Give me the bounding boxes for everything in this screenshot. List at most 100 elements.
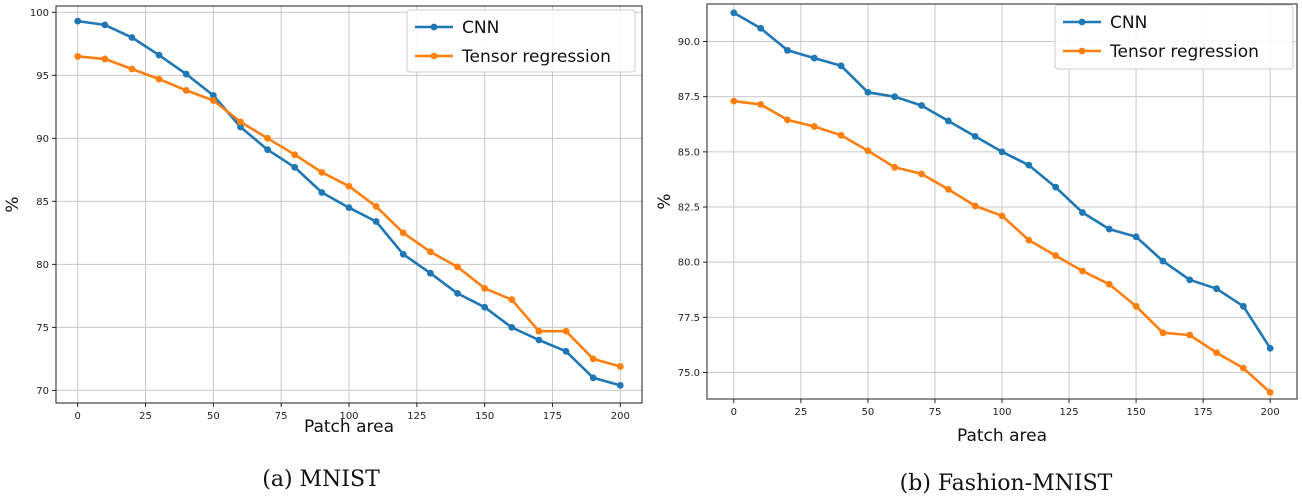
data-point: [264, 146, 272, 154]
data-point: [837, 62, 845, 70]
data-point: [864, 88, 872, 96]
data-point: [891, 163, 899, 171]
data-point: [918, 170, 925, 178]
data-point: [757, 24, 765, 32]
data-point: [918, 102, 925, 109]
data-point: [998, 212, 1006, 220]
data-point: [426, 269, 434, 277]
data-point: [481, 284, 489, 292]
data-point: [784, 46, 791, 54]
data-point: [616, 363, 624, 370]
y-tick-label: 85.0: [678, 147, 700, 158]
data-point: [345, 182, 353, 190]
y-tick-label: 77.5: [678, 313, 700, 324]
data-point: [345, 204, 353, 212]
data-point: [318, 168, 326, 176]
data-point: [101, 21, 109, 29]
x-tick-label: 0: [731, 407, 737, 418]
data-point: [562, 347, 570, 355]
legend-swatch-marker: [1078, 47, 1086, 55]
data-point: [810, 123, 818, 130]
data-point: [372, 218, 380, 225]
x-tick-label: 150: [475, 411, 494, 422]
x-tick-label: 75: [275, 411, 288, 422]
legend-swatch-marker: [430, 52, 438, 60]
y-tick-label: 75.0: [678, 368, 700, 379]
data-point: [1105, 280, 1113, 288]
data-point: [237, 123, 244, 131]
data-point: [1025, 236, 1033, 244]
legend-box: [406, 9, 636, 73]
x-axis-label: Patch area: [957, 426, 1047, 446]
data-point: [1186, 276, 1194, 284]
x-tick-label: 50: [862, 407, 875, 418]
x-tick-label: 75: [929, 407, 942, 418]
data-point: [237, 118, 244, 126]
data-point: [757, 101, 765, 108]
data-point: [128, 65, 136, 73]
data-point: [1132, 233, 1140, 241]
y-tick-label: 87.5: [678, 92, 700, 103]
data-point: [535, 336, 543, 344]
data-point: [155, 51, 163, 59]
data-point: [128, 34, 136, 41]
data-point: [864, 147, 872, 155]
data-point: [1079, 267, 1086, 275]
legend: CNN Tensor regression: [406, 9, 636, 73]
data-point: [944, 117, 952, 125]
data-point: [1159, 329, 1167, 337]
y-tick-label: 70: [36, 386, 49, 397]
data-point: [101, 55, 109, 63]
data-point: [730, 97, 738, 105]
data-point: [182, 87, 190, 94]
legend-entry-0: CNN: [462, 18, 499, 38]
data-point: [291, 163, 299, 171]
data-point: [454, 263, 461, 271]
x-tick-label: 175: [543, 411, 562, 422]
data-point: [1079, 209, 1086, 216]
panel-caption: (a) MNIST: [262, 467, 380, 492]
data-point: [1105, 225, 1113, 233]
x-tick-label: 50: [207, 411, 220, 422]
data-point: [535, 327, 543, 335]
data-point: [1052, 252, 1060, 259]
x-tick-label: 125: [1059, 407, 1078, 418]
data-point: [1213, 349, 1220, 357]
data-point: [837, 131, 845, 139]
x-tick-label: 25: [139, 411, 152, 422]
panel-caption: (b) Fashion-MNIST: [900, 471, 1113, 496]
data-point: [1213, 285, 1220, 293]
data-point: [891, 93, 899, 101]
x-tick-label: 0: [75, 411, 81, 422]
data-point: [784, 116, 791, 124]
data-point: [481, 303, 489, 311]
y-axis-label: %: [3, 196, 23, 212]
data-point: [562, 327, 570, 335]
legend-swatch-marker: [1078, 18, 1086, 26]
data-point: [372, 202, 380, 210]
data-point: [74, 17, 82, 25]
y-tick-label: 90: [36, 134, 49, 145]
chart-panel-1: 0 25 50 75 100 125 150 175 200 75.0 77.5 80.0 82.5 85…: [655, 3, 1298, 496]
chart-panel-0: 0 25 50 75 100 125 150 175 200707580859095100Pat…: [3, 5, 643, 492]
data-point: [182, 70, 190, 78]
y-tick-label: 80.0: [678, 258, 700, 269]
data-point: [1052, 183, 1060, 191]
data-point: [291, 151, 299, 159]
legend-entry-1: Tensor regression: [1109, 42, 1259, 62]
legend-swatch-marker: [430, 23, 438, 31]
x-tick-label: 150: [1127, 407, 1146, 418]
y-tick-label: 95: [36, 71, 49, 82]
data-point: [1186, 331, 1194, 339]
data-point: [209, 97, 217, 104]
x-tick-label: 175: [1194, 407, 1213, 418]
x-tick-label: 100: [339, 411, 358, 422]
data-point: [209, 92, 217, 99]
data-point: [1266, 344, 1274, 352]
data-point: [998, 148, 1006, 156]
data-point: [426, 248, 434, 256]
data-point: [399, 250, 407, 258]
y-tick-label: 100: [30, 8, 49, 19]
y-axis-label: %: [655, 193, 675, 209]
legend-entry-0: CNN: [1110, 13, 1147, 33]
